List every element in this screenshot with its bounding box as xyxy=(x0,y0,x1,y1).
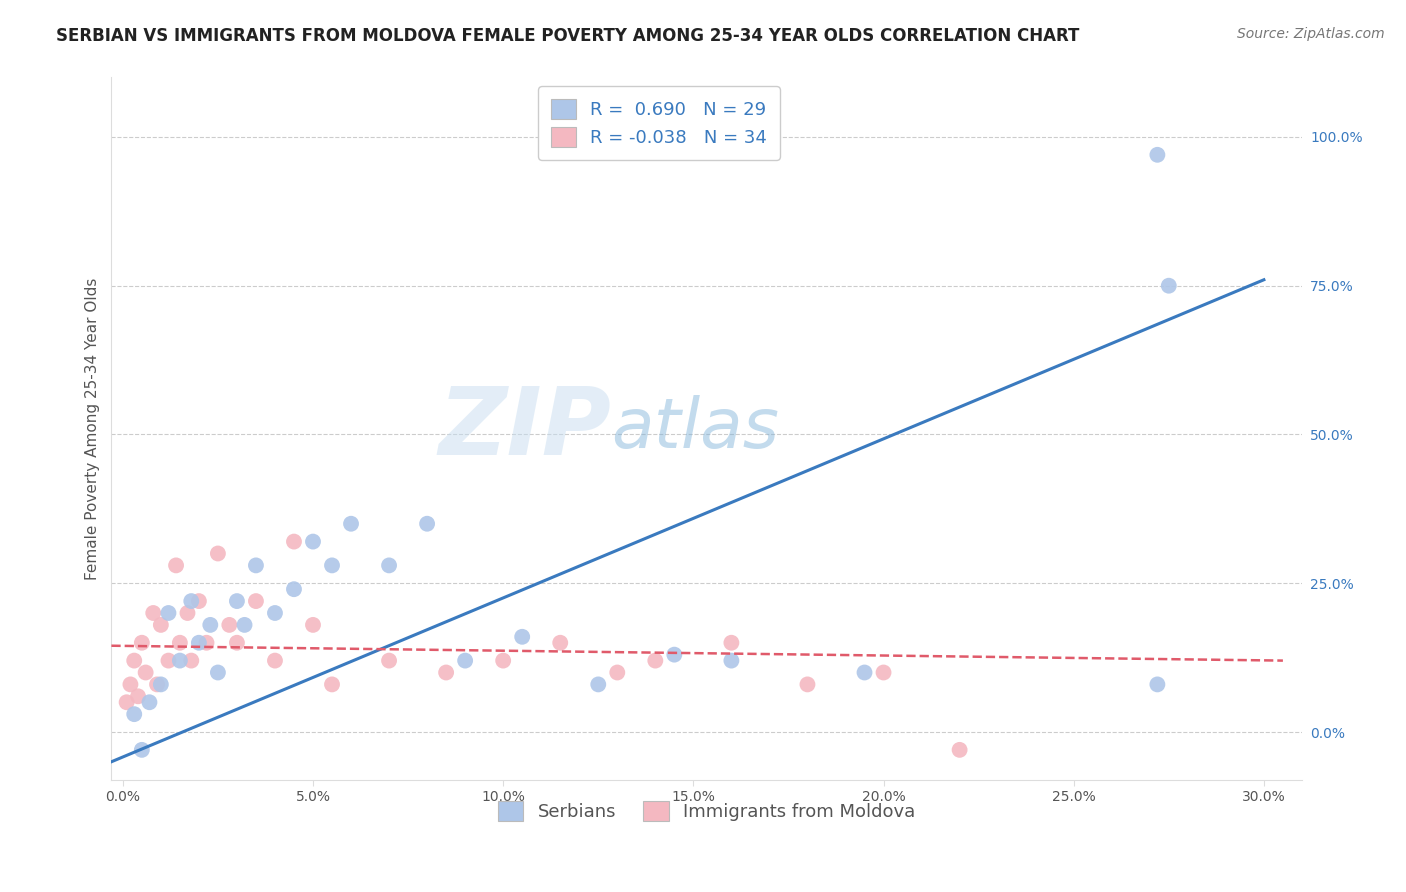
Point xyxy=(245,594,267,608)
Point xyxy=(120,677,142,691)
Point xyxy=(207,665,229,680)
Point xyxy=(200,618,222,632)
Point xyxy=(510,630,533,644)
Point xyxy=(180,594,202,608)
Point xyxy=(302,534,325,549)
Point xyxy=(378,558,401,573)
Point xyxy=(131,743,153,757)
Point xyxy=(195,636,218,650)
Point xyxy=(149,618,172,632)
Point xyxy=(157,606,180,620)
Point xyxy=(187,636,209,650)
Y-axis label: Female Poverty Among 25-34 Year Olds: Female Poverty Among 25-34 Year Olds xyxy=(86,277,100,580)
Text: Source: ZipAtlas.com: Source: ZipAtlas.com xyxy=(1237,27,1385,41)
Point xyxy=(321,677,343,691)
Point xyxy=(135,665,157,680)
Point xyxy=(218,618,240,632)
Point xyxy=(949,743,972,757)
Point xyxy=(187,594,209,608)
Point xyxy=(122,654,145,668)
Point xyxy=(644,654,666,668)
Legend: Serbians, Immigrants from Moldova: Serbians, Immigrants from Moldova xyxy=(485,789,928,834)
Point xyxy=(872,665,894,680)
Point xyxy=(142,606,165,620)
Point xyxy=(378,654,401,668)
Point xyxy=(157,654,180,668)
Point xyxy=(283,534,305,549)
Point xyxy=(606,665,628,680)
Point xyxy=(207,547,229,561)
Point xyxy=(169,654,191,668)
Point xyxy=(664,648,686,662)
Point xyxy=(321,558,343,573)
Point xyxy=(548,636,571,650)
Point xyxy=(454,654,477,668)
Point xyxy=(1146,148,1168,162)
Point xyxy=(1146,677,1168,691)
Text: SERBIAN VS IMMIGRANTS FROM MOLDOVA FEMALE POVERTY AMONG 25-34 YEAR OLDS CORRELAT: SERBIAN VS IMMIGRANTS FROM MOLDOVA FEMAL… xyxy=(56,27,1080,45)
Point xyxy=(165,558,187,573)
Point xyxy=(176,606,198,620)
Point xyxy=(138,695,160,709)
Point xyxy=(226,636,249,650)
Point xyxy=(1157,278,1180,293)
Point xyxy=(115,695,138,709)
Point xyxy=(131,636,153,650)
Point xyxy=(122,707,145,722)
Point xyxy=(180,654,202,668)
Point xyxy=(302,618,325,632)
Point xyxy=(416,516,439,531)
Point xyxy=(226,594,249,608)
Point xyxy=(720,654,742,668)
Point xyxy=(283,582,305,597)
Point xyxy=(233,618,256,632)
Point xyxy=(434,665,457,680)
Point xyxy=(796,677,818,691)
Point xyxy=(492,654,515,668)
Point xyxy=(264,606,287,620)
Point xyxy=(127,690,149,704)
Text: atlas: atlas xyxy=(612,395,779,462)
Point xyxy=(146,677,169,691)
Point xyxy=(340,516,363,531)
Point xyxy=(149,677,172,691)
Point xyxy=(588,677,610,691)
Point xyxy=(720,636,742,650)
Point xyxy=(169,636,191,650)
Point xyxy=(245,558,267,573)
Point xyxy=(853,665,876,680)
Text: ZIP: ZIP xyxy=(439,383,612,475)
Point xyxy=(264,654,287,668)
